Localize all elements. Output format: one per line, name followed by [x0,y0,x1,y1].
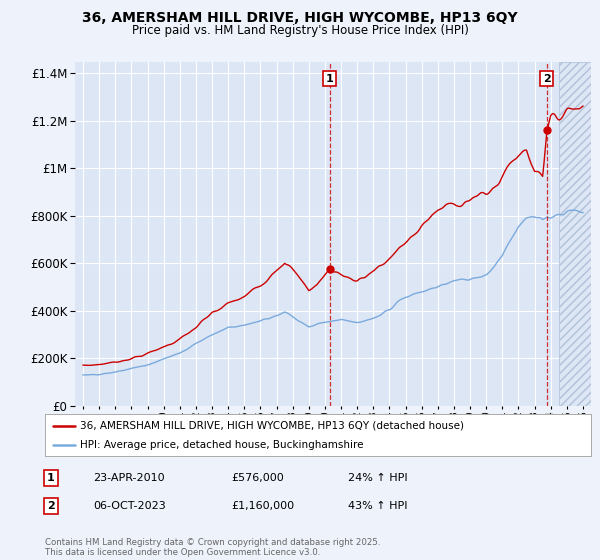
Text: 06-OCT-2023: 06-OCT-2023 [93,501,166,511]
Text: 2: 2 [543,74,551,83]
Text: 36, AMERSHAM HILL DRIVE, HIGH WYCOMBE, HP13 6QY (detached house): 36, AMERSHAM HILL DRIVE, HIGH WYCOMBE, H… [80,421,464,431]
Bar [559,62,591,406]
Text: HPI: Average price, detached house, Buckinghamshire: HPI: Average price, detached house, Buck… [80,440,364,450]
Text: 1: 1 [326,74,334,83]
Text: 2: 2 [47,501,55,511]
Text: 36, AMERSHAM HILL DRIVE, HIGH WYCOMBE, HP13 6QY: 36, AMERSHAM HILL DRIVE, HIGH WYCOMBE, H… [82,11,518,25]
Text: £576,000: £576,000 [231,473,284,483]
Text: £1,160,000: £1,160,000 [231,501,294,511]
Text: Price paid vs. HM Land Registry's House Price Index (HPI): Price paid vs. HM Land Registry's House … [131,24,469,37]
Text: 23-APR-2010: 23-APR-2010 [93,473,164,483]
Bar [559,62,591,406]
Text: 43% ↑ HPI: 43% ↑ HPI [348,501,407,511]
Text: 1: 1 [47,473,55,483]
Text: Contains HM Land Registry data © Crown copyright and database right 2025.
This d: Contains HM Land Registry data © Crown c… [45,538,380,557]
Text: 24% ↑ HPI: 24% ↑ HPI [348,473,407,483]
